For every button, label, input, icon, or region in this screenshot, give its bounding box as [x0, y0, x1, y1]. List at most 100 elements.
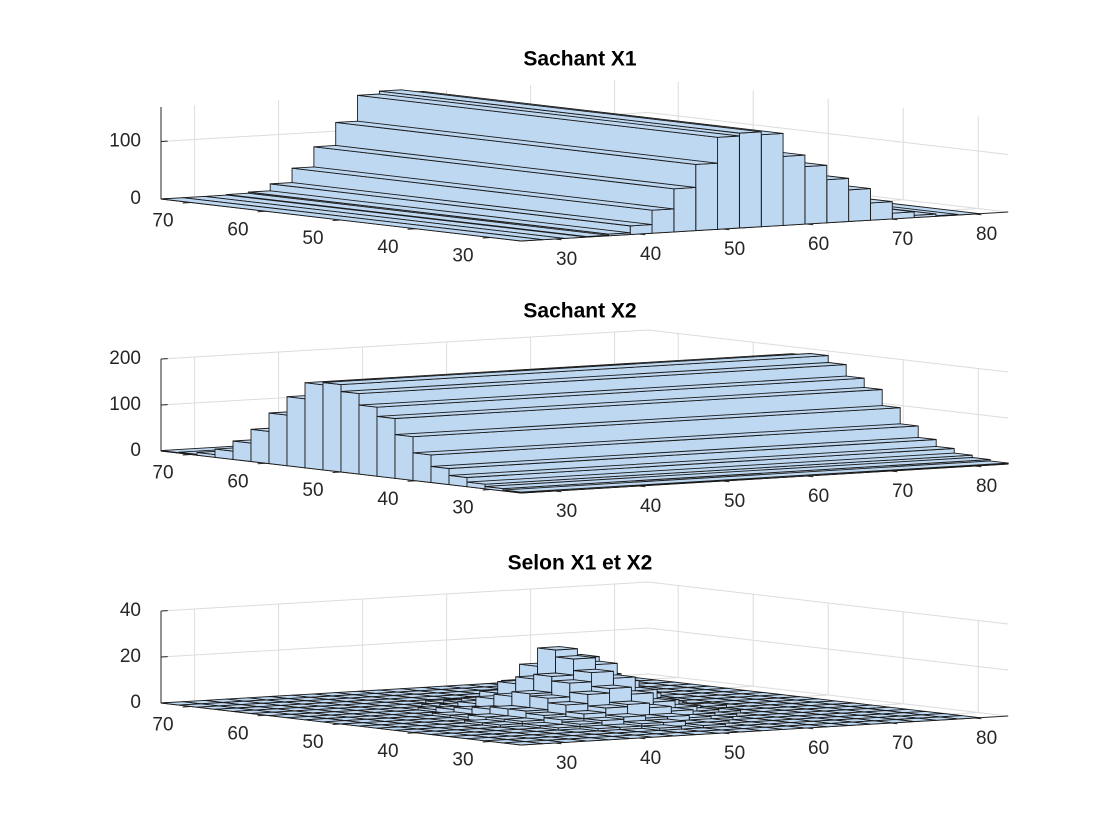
bar	[160, 197, 544, 242]
bar-side-face	[376, 415, 396, 479]
bar-side-face	[340, 391, 360, 475]
x-tick-label: 50	[724, 491, 745, 512]
grid-line	[648, 329, 1009, 373]
y-tick-label: 30	[452, 246, 473, 267]
y-tick-label: 30	[452, 750, 473, 771]
bar-side-face	[322, 382, 342, 473]
x-tick-label: 60	[808, 486, 829, 507]
y-tick-label: 70	[152, 715, 173, 736]
x-tick-label: 50	[724, 743, 745, 764]
bar-top-face	[507, 707, 549, 712]
bar-front-face	[760, 132, 784, 228]
y-tick-label: 70	[152, 463, 173, 484]
bar-top-face	[511, 689, 553, 695]
y-tick-label: 60	[227, 471, 248, 492]
bar-top-face	[503, 717, 545, 722]
bar	[481, 721, 523, 728]
bar-top-face	[448, 445, 955, 478]
bar-front-face	[848, 188, 871, 222]
y-tick-label: 40	[377, 489, 398, 510]
x-tick-label: 40	[640, 496, 661, 517]
bar-top-face	[340, 362, 847, 395]
bar-top-face	[573, 668, 614, 674]
bar	[502, 741, 544, 746]
bar-side-face	[304, 382, 324, 471]
bar-top-face	[412, 423, 919, 456]
x-tick-label: 80	[976, 476, 997, 497]
z-tick-label: 40	[120, 600, 141, 621]
bar-top-face	[481, 721, 523, 726]
z-tick-label: 0	[130, 692, 141, 713]
z-tick-label: 100	[109, 131, 141, 152]
bar-front-face	[826, 177, 850, 224]
bar-top-face	[555, 655, 596, 660]
bar-top-face	[539, 723, 581, 729]
bar-top-face	[529, 694, 571, 699]
grid-line	[648, 581, 1009, 625]
grid-line	[648, 112, 1009, 155]
bar-side-face	[250, 428, 270, 465]
bar-side-face	[394, 434, 414, 481]
bar-top-face	[543, 715, 585, 721]
y-tick-label: 30	[452, 498, 473, 519]
bar-top-face	[394, 405, 901, 438]
bar-top-face	[322, 353, 829, 386]
bar-front-face	[695, 162, 719, 232]
y-tick-label: 40	[377, 741, 398, 762]
x-tick-label: 30	[556, 501, 577, 522]
bar-top-face	[579, 724, 621, 730]
bar-top-face	[502, 741, 544, 746]
bar-top-face	[591, 684, 632, 689]
bar-top-face	[565, 710, 607, 715]
bar-top-face	[537, 646, 578, 651]
bar-top-face	[533, 672, 575, 677]
bar-top-face	[291, 166, 675, 211]
bar-top-face	[358, 375, 865, 408]
grid-line	[160, 329, 649, 360]
bar-front-face	[673, 187, 697, 233]
grid-line	[160, 581, 649, 612]
x-tick-label: 80	[976, 728, 997, 749]
chart-title: Selon X1 et X2	[508, 552, 653, 575]
x-tick-label: 70	[892, 229, 913, 250]
x-tick-label: 50	[724, 239, 745, 260]
bar-top-face	[502, 460, 1009, 493]
y-tick-label: 70	[152, 211, 173, 232]
bar-top-face	[313, 145, 697, 190]
bar-top-face	[551, 679, 593, 684]
grid-line	[648, 673, 1009, 717]
z-tick-label: 200	[109, 348, 141, 369]
bar-top-face	[335, 120, 719, 165]
bar-side-face	[412, 452, 432, 483]
bar-side-face	[232, 440, 252, 462]
bar-top-face	[641, 724, 683, 729]
bar-front-face	[782, 154, 806, 226]
bar-front-face	[804, 164, 828, 225]
bar-top-face	[525, 711, 567, 716]
bar-top-face	[583, 716, 625, 722]
bar-top-face	[466, 452, 973, 485]
x-tick-label: 60	[808, 738, 829, 759]
x-tick-label: 40	[640, 244, 661, 265]
bar-front-face	[717, 135, 740, 230]
bar-top-face	[430, 436, 937, 469]
z-tick-label: 0	[130, 188, 141, 209]
y-tick-label: 50	[302, 228, 323, 249]
bar-top-face	[376, 386, 883, 419]
x-tick-label: 60	[808, 234, 829, 255]
z-tick-label: 20	[120, 646, 141, 667]
bar-top-face	[609, 700, 650, 705]
bar-top-face	[547, 701, 589, 706]
bar-front-face	[738, 131, 762, 229]
bar-side-face	[268, 412, 288, 467]
x-tick-label: 70	[892, 481, 913, 502]
bar-top-face	[484, 457, 991, 490]
bar-front-face	[651, 208, 675, 234]
bar-top-face	[561, 720, 603, 725]
y-tick-label: 50	[302, 732, 323, 753]
grid-line	[648, 627, 1009, 671]
bar-top-face	[623, 719, 665, 725]
x-tick-label: 30	[556, 249, 577, 270]
x-tick-label: 70	[892, 733, 913, 754]
y-tick-label: 40	[377, 237, 398, 258]
